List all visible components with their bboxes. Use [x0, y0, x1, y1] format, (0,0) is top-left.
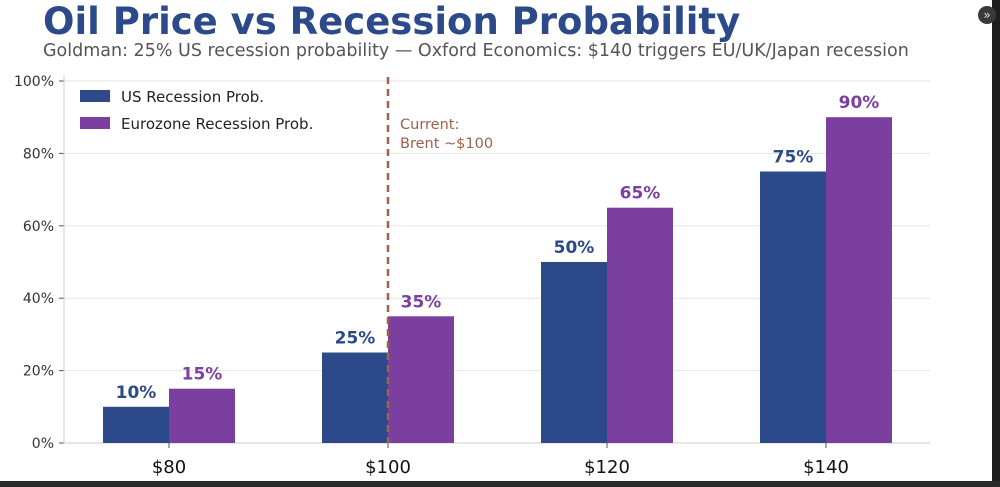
bar: [826, 117, 892, 443]
bar-value-label: 90%: [839, 93, 880, 113]
bars: 10% 15% 25% 35% 50% 65% 75% 90%: [103, 93, 892, 443]
x-tick-label: $100: [365, 457, 411, 478]
bar: [541, 262, 607, 443]
y-tick-label: 20%: [23, 364, 54, 380]
bar-value-label: 15%: [182, 365, 223, 385]
annotation-text: Current:: [400, 117, 459, 133]
window-edge-bottom: [0, 481, 1000, 487]
y-tick-label: 0%: [32, 436, 54, 452]
bar-value-label: 10%: [116, 383, 157, 403]
y-tick-label: 80%: [23, 146, 54, 162]
bar-value-label: 35%: [401, 292, 442, 312]
y-tick-label: 60%: [23, 219, 54, 235]
y-tick-label: 100%: [14, 74, 54, 90]
window-edge-right: [992, 0, 1000, 487]
annotation-text: Brent ~$100: [400, 136, 493, 152]
bar-value-label: 50%: [554, 238, 595, 258]
x-tick-label: $80: [152, 457, 186, 478]
chart-title: Oil Price vs Recession Probability: [43, 0, 741, 43]
legend: US Recession Prob. Eurozone Recession Pro…: [80, 88, 313, 133]
bar: [760, 171, 826, 443]
legend-entry: Eurozone Recession Prob.: [121, 115, 313, 133]
legend-swatch: [80, 90, 110, 102]
legend-entry: US Recession Prob.: [121, 88, 264, 106]
annotation: Current: Brent ~$100: [386, 77, 493, 443]
bar: [169, 388, 235, 443]
bar-value-label: 75%: [773, 148, 814, 168]
bar: [322, 352, 388, 443]
double-chevron-right-icon[interactable]: »: [978, 6, 996, 24]
axes: 0% 20% 40% 60% 80% 100% $80 $100 $120 $140: [14, 74, 930, 478]
bar-value-label: 65%: [620, 184, 661, 204]
bar-value-label: 25%: [335, 329, 376, 349]
chart-subtitle: Goldman: 25% US recession probability — …: [43, 41, 909, 61]
y-tick-label: 40%: [23, 291, 54, 307]
bar: [607, 207, 673, 443]
x-tick-label: $120: [584, 457, 630, 478]
legend-swatch: [80, 117, 110, 129]
x-tick-label: $140: [803, 457, 849, 478]
bar: [103, 406, 169, 443]
bar: [388, 316, 454, 443]
